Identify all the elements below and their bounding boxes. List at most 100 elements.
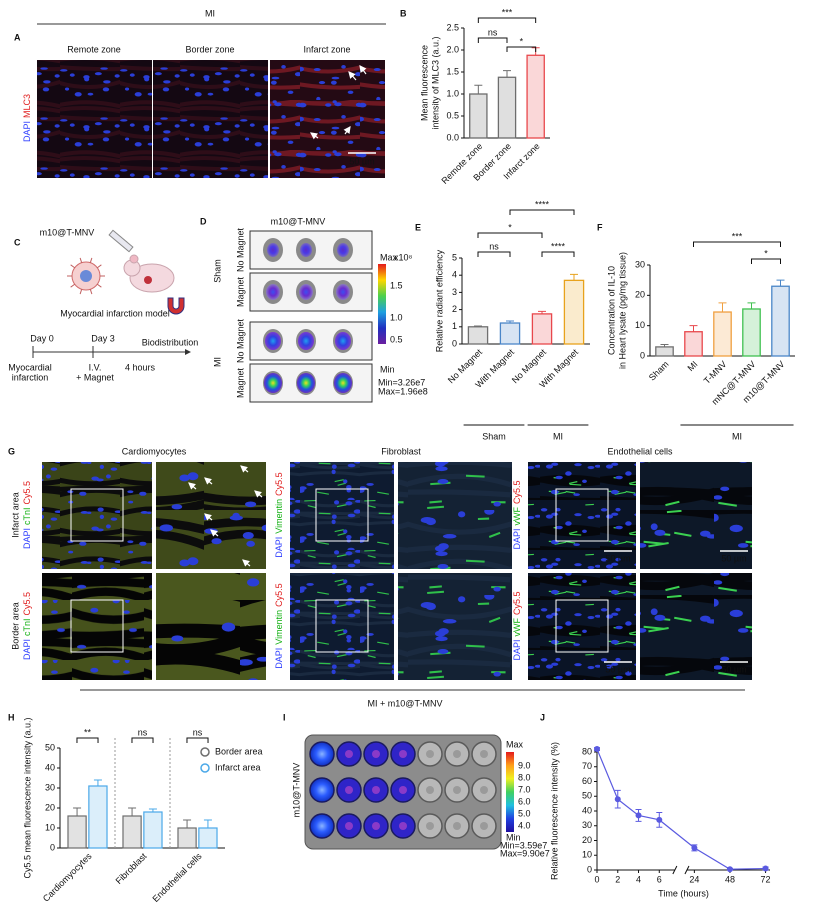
stain-name: DAPI [512, 529, 522, 550]
well-center [345, 750, 353, 758]
label: 4.0 [518, 820, 531, 830]
roi-box [70, 599, 124, 653]
y-tick-label: 2 [452, 304, 457, 314]
x-tick-label: Endothelial cells [151, 851, 204, 904]
significance-bracket [76, 737, 99, 743]
bar [88, 785, 108, 849]
label: + Magnet [76, 372, 114, 382]
stain-name: cTnI [22, 618, 32, 636]
row-label: Infarct area [10, 492, 20, 538]
arrow [210, 529, 219, 537]
label: infarction [12, 372, 49, 382]
y-tick-label: 40 [582, 805, 592, 815]
stain-name: cTnI [22, 507, 32, 525]
stain-label: DAPI Vimentin Cy5.5 [274, 583, 284, 668]
label: Max=1.96e8 [378, 386, 428, 396]
y-tick-label: 5 [452, 252, 457, 262]
point [762, 865, 769, 872]
group-label: MI [205, 8, 215, 18]
significance-label: ns [489, 241, 499, 251]
bar [684, 331, 703, 357]
significance-label: * [520, 36, 524, 46]
signal [297, 373, 315, 393]
mouse-ear [129, 254, 139, 264]
y-axis-label: intensity of MLC3 (a.u.) [430, 36, 440, 129]
micrograph [42, 573, 152, 680]
error-bar [148, 808, 157, 812]
signal [267, 243, 279, 257]
error-bar [506, 320, 514, 324]
y-tick-label: 40 [45, 762, 55, 772]
row-label: No Magnet [235, 227, 245, 272]
axis-break [672, 865, 678, 875]
label: x10⁸ [394, 252, 413, 262]
signal [335, 332, 351, 350]
scale-bar-label: 50 µm [605, 553, 630, 563]
y-tick-label: 1.5 [446, 66, 459, 76]
bar [742, 308, 761, 357]
y-tick-label: 10 [582, 850, 592, 860]
panel-letter: F [597, 222, 603, 232]
error-bar [776, 279, 785, 287]
arrow [359, 65, 367, 75]
arrow [343, 126, 351, 135]
well-center [345, 822, 353, 830]
row-label: Magnet [235, 367, 245, 398]
y-tick-label: 50 [582, 791, 592, 801]
y-tick-label: 10 [45, 822, 55, 832]
panel-letter: G [8, 446, 15, 456]
well-center [372, 750, 380, 758]
stain-name: Cy5.5 [274, 472, 284, 496]
bar [499, 322, 521, 345]
bar [526, 54, 545, 139]
well-center [399, 822, 407, 830]
y-tick-label: 0 [452, 338, 457, 348]
y-tick-label: 30 [45, 782, 55, 792]
panel-letter: H [8, 712, 15, 722]
column-label: Remote zone [67, 44, 121, 54]
significance-label: ns [138, 727, 148, 737]
line [596, 748, 766, 870]
scale-bar-label: 50 µm [349, 156, 374, 166]
legend-marker [200, 747, 210, 757]
group-label: Sham [482, 431, 506, 441]
significance-label: **** [535, 199, 550, 209]
label: Min=3.59e7 [500, 840, 547, 850]
significance-label: * [508, 222, 512, 232]
stain-name: DAPI [512, 640, 522, 661]
colorbar [378, 264, 386, 344]
mouse-body [129, 263, 175, 293]
error-bar [93, 779, 102, 786]
label: Max [506, 739, 524, 749]
panel-letter: C [14, 237, 21, 247]
y-tick-label: 4 [452, 270, 457, 280]
point [656, 816, 663, 823]
y-tick-label: 60 [582, 776, 592, 786]
x-tick-label: 6 [657, 874, 662, 884]
micrograph [153, 60, 268, 178]
stain-label: DAPI cTnI Cy5.5 [22, 592, 32, 660]
vesicle-spike [97, 283, 102, 288]
group-label: MI [553, 431, 563, 441]
bar [531, 313, 553, 345]
bar [143, 811, 163, 849]
y-tick-label: 2.0 [446, 44, 459, 54]
panel-letter: J [540, 712, 545, 722]
signal [265, 332, 281, 350]
syringe [108, 229, 134, 253]
significance-label: **** [551, 241, 566, 251]
error-bar [718, 302, 727, 313]
roi-box [555, 599, 609, 653]
label: Max [380, 252, 398, 262]
y-axis-label: Mean fluorescence [419, 45, 429, 121]
label: Min=3.26e7 [378, 377, 425, 387]
bar [469, 93, 488, 139]
micrograph [270, 60, 385, 178]
significance-bracket [477, 251, 511, 257]
label: m10@T-MNV [271, 216, 326, 226]
row-label: Border area [10, 602, 20, 650]
panel-letter: A [14, 32, 21, 42]
error-bar [689, 325, 698, 332]
group-label: MI [212, 357, 222, 367]
